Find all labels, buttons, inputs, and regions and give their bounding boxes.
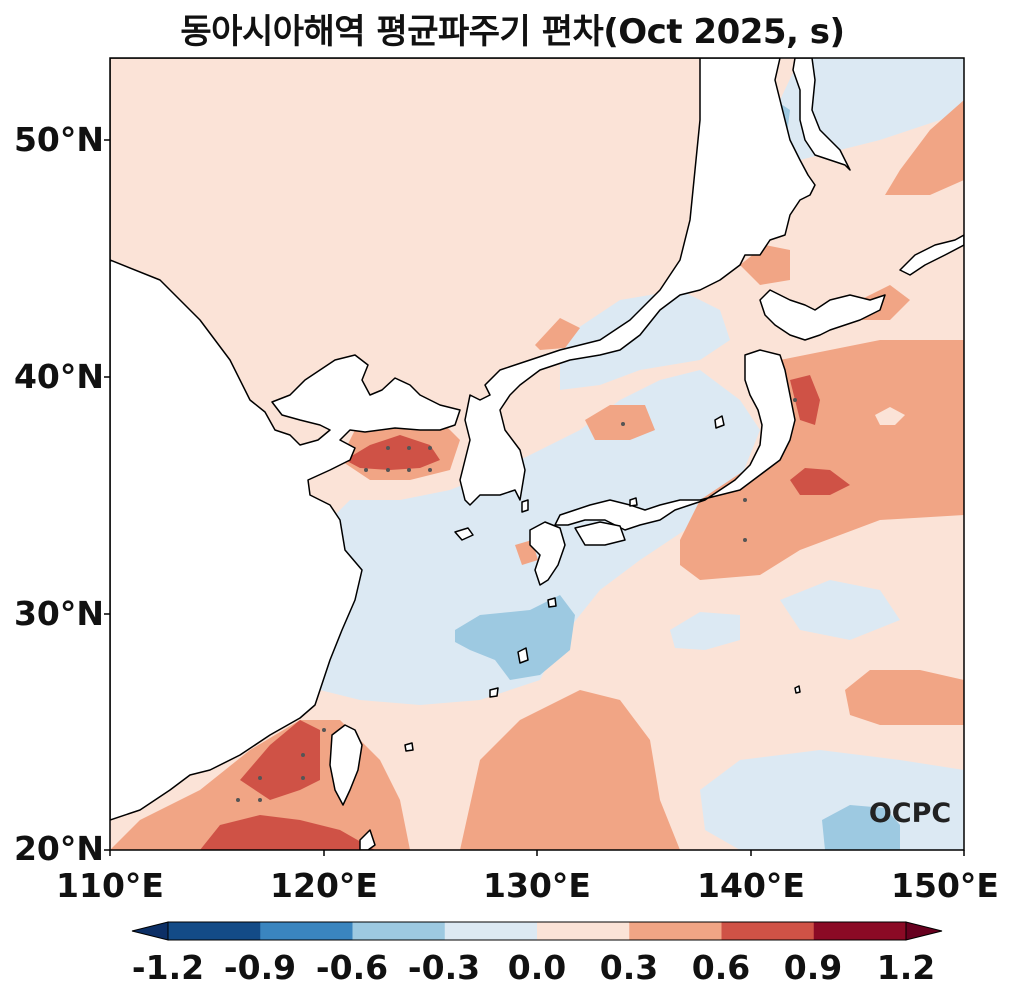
colorbar-swatch [444,922,538,940]
colorbar-frame [167,921,907,941]
lat-label-30n: 30°N [13,594,104,633]
honshu [554,349,796,531]
colorbar-swatch [629,922,722,940]
map-title: 동아시아해역 평균파주기 편차(Oct 2025, s) [180,12,845,52]
anomaly-salmon-south [460,690,680,850]
anomaly-blue-mid-ocean [670,612,740,650]
taiwan [329,724,363,806]
colorbar-swatch [537,922,630,940]
lon-tick-marks [109,850,965,856]
oki-island [629,497,638,507]
colorbar-label: -0.6 [315,948,389,987]
kyushu [529,521,566,586]
anomaly-red-off-kanto [790,468,850,495]
ryukyu-amami [547,597,557,608]
tsushima [521,499,529,513]
colorbar [131,921,943,941]
ryukyu-south [489,687,499,698]
anomaly-medium-blue-okinawa [455,595,575,680]
colorbar-extend-high [905,921,943,941]
colorbar-label: -0.3 [407,948,481,987]
lon-label-150e: 150°E [891,866,999,905]
anomaly-salmon-korea-east [535,318,580,350]
anomaly-field [110,58,964,850]
lat-label-50n: 50°N [13,120,104,159]
colorbar-label: 0.6 [691,948,751,987]
colorbar-label: -1.2 [131,948,205,987]
lon-label-140e: 140°E [697,866,805,905]
colorbar-label: -0.9 [223,948,297,987]
anomaly-blue-sea-of-japan [560,290,730,390]
colorbar-label: 0.9 [783,948,843,987]
izu-island [794,685,801,694]
ocpc-logo: OCPC [869,798,951,829]
anomaly-red-bohai [345,435,440,470]
lon-label-130e: 130°E [483,866,591,905]
colorbar-swatch [168,922,261,940]
lat-label-20n: 20°N [13,829,104,868]
lon-label-110e: 110°E [56,866,164,905]
hokkaido [759,289,886,341]
colorbar-label: 0.3 [599,948,659,987]
anomaly-salmon-east-ocean [845,670,964,725]
anomaly-blue-east-ocean [780,580,900,640]
lon-label-120e: 120°E [270,866,378,905]
anomaly-light-spot [875,407,905,425]
colorbar-extend-low [131,921,169,941]
mainland-asia [110,58,816,821]
sado-island [714,415,725,429]
sakhalin [792,58,851,171]
shikoku [574,521,626,546]
anomaly-medium-blue-southeast [822,805,900,850]
colorbar-swatch [260,922,353,940]
lat-tick-marks [104,139,110,851]
jeju [454,527,474,541]
colorbar-swatch [721,922,815,940]
hainan-coast [359,829,376,850]
anomaly-salmon-sea-of-japan-mid [585,405,655,440]
anomaly-salmon-pacific-east [680,340,964,580]
kamchatka-kuril [899,234,964,276]
colorbar-label: 1.2 [876,948,936,987]
ryukyu-okinawa [517,647,529,664]
land-mask [110,58,964,850]
anomaly-red-sanriku [790,375,820,425]
anomaly-red-south-china [200,815,375,850]
sakishima [404,742,414,752]
anomaly-blue-northeast [700,58,964,250]
colorbar-label: 0.0 [507,948,567,987]
anomaly-salmon-northeast [885,100,964,195]
colorbar-swatch [813,922,907,940]
lat-label-40n: 40°N [13,357,104,396]
colorbar-swatch [352,922,446,940]
